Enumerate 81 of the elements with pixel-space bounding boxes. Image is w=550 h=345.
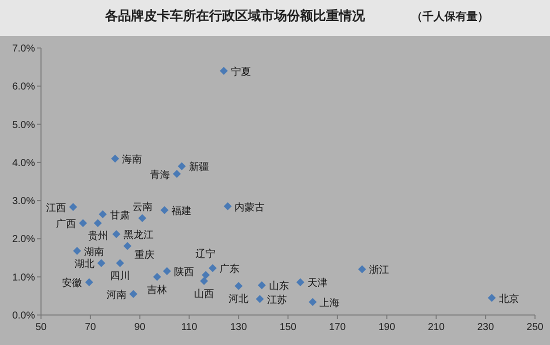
- point: [178, 162, 186, 170]
- point: [202, 270, 210, 279]
- data-label: 吉林: [147, 284, 168, 296]
- x-tick-label: 130: [230, 322, 248, 333]
- data-label: 辽宁: [196, 248, 216, 260]
- data-label: 河南: [106, 289, 126, 302]
- x-tick-label: 250: [526, 322, 544, 333]
- point: [94, 219, 102, 228]
- y-tick-label: 0.0%: [12, 310, 36, 322]
- x-tick-label: 150: [280, 322, 297, 333]
- point: [308, 298, 317, 306]
- point: [160, 206, 168, 214]
- data-label: 山东: [268, 280, 289, 292]
- data-label: 北京: [498, 292, 519, 305]
- data-label: 浙江: [369, 264, 390, 276]
- x-tick-label: 50: [35, 322, 47, 333]
- point: [162, 267, 171, 276]
- point: [97, 259, 106, 268]
- point: [256, 294, 264, 303]
- point: [73, 246, 82, 255]
- x-tick-label: 110: [181, 322, 198, 333]
- data-label: 山西: [194, 288, 214, 300]
- point: [78, 219, 87, 228]
- point: [234, 282, 243, 290]
- point: [123, 242, 132, 250]
- point: [358, 265, 366, 274]
- data-label: 河北: [228, 293, 249, 306]
- x-tick-label: 170: [329, 322, 346, 333]
- data-label: 上海: [320, 297, 340, 310]
- point: [138, 214, 146, 222]
- data-label: 甘肃: [110, 209, 130, 222]
- point: [69, 203, 78, 212]
- data-label: 海南: [122, 154, 142, 166]
- data-label: 江西: [46, 202, 66, 214]
- data-label: 天津: [307, 277, 328, 290]
- y-tick-label: 3.0%: [12, 196, 36, 208]
- point: [129, 290, 138, 298]
- data-label: 湖北: [74, 258, 94, 270]
- y-tick-label: 6.0%: [12, 82, 36, 93]
- point: [220, 66, 228, 75]
- data-label: 新疆: [188, 161, 209, 174]
- data-label: 青海: [150, 168, 170, 181]
- chart-subtitle: （千人保有量）: [412, 10, 488, 23]
- data-label: 黑龙江: [123, 229, 154, 242]
- point: [116, 259, 124, 268]
- y-tick-label: 7.0%: [12, 44, 36, 54]
- y-tick-label: 1.0%: [12, 272, 36, 284]
- point: [98, 210, 107, 218]
- data-label: 四川: [110, 270, 130, 282]
- point: [258, 281, 266, 290]
- point: [111, 154, 120, 163]
- point: [296, 278, 304, 286]
- data-label: 贵州: [88, 230, 108, 242]
- point: [112, 230, 120, 238]
- data-label: 云南: [132, 201, 152, 214]
- data-label: 内蒙古: [234, 201, 265, 214]
- point: [153, 272, 162, 281]
- data-label: 广西: [56, 218, 76, 230]
- point: [488, 294, 496, 302]
- x-tick-label: 230: [477, 322, 494, 333]
- y-tick-label: 5.0%: [12, 120, 36, 131]
- point: [172, 170, 181, 178]
- point: [85, 278, 94, 286]
- x-tick-label: 90: [134, 322, 146, 333]
- y-tick-label: 4.0%: [12, 158, 36, 169]
- y-tick-label: 2.0%: [12, 234, 36, 246]
- x-tick-label: 210: [428, 322, 445, 333]
- chart-title: 各品牌皮卡车所在行政区域市场份额比重情况: [104, 8, 366, 23]
- data-label: 广东: [220, 263, 240, 276]
- data-label: 宁夏: [230, 66, 251, 78]
- point: [224, 202, 232, 210]
- data-label: 湖南: [84, 246, 104, 258]
- data-label: 福建: [172, 205, 192, 218]
- data-label: 安徽: [62, 277, 82, 290]
- data-label: 重庆: [134, 248, 154, 261]
- x-tick-label: 70: [84, 322, 96, 333]
- point: [200, 277, 208, 286]
- data-label: 江苏: [266, 294, 287, 306]
- point: [208, 264, 217, 272]
- data-label: 陕西: [174, 266, 194, 278]
- x-tick-label: 190: [378, 322, 396, 333]
